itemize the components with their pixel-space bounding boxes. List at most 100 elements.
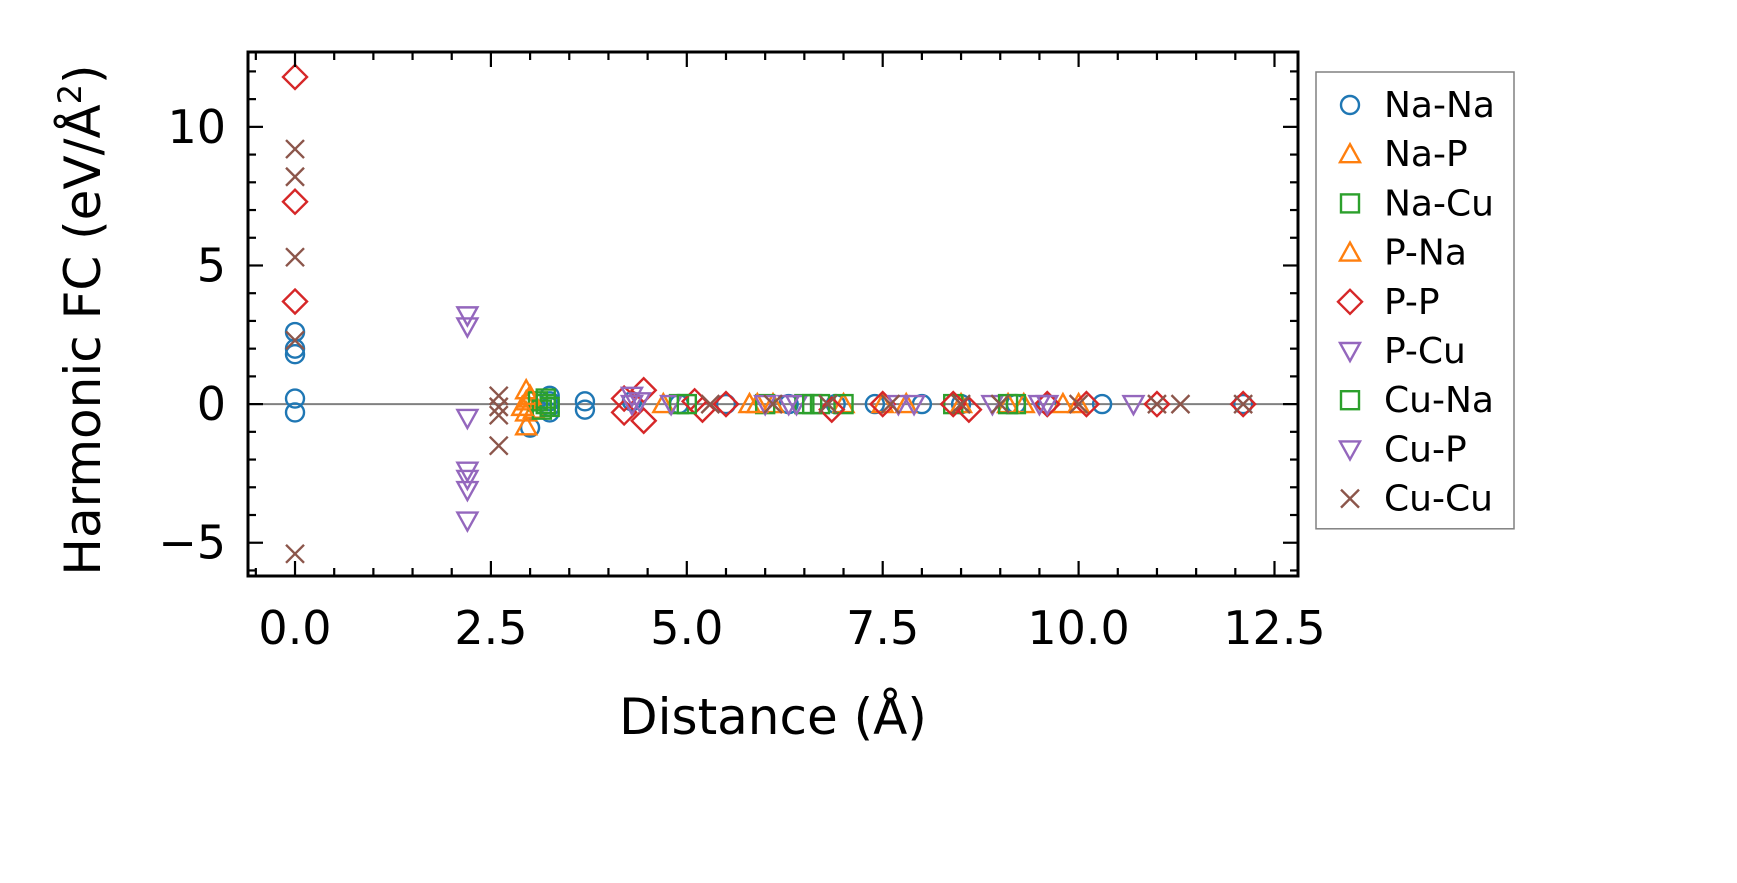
point-cu-p bbox=[776, 394, 801, 417]
point-cu-cu bbox=[1147, 394, 1167, 414]
data-markers bbox=[281, 63, 1257, 564]
series-p-p bbox=[281, 63, 1257, 435]
x-axis-label: Distance (Å) bbox=[619, 688, 927, 746]
point-na-cu bbox=[539, 396, 560, 418]
point-cu-cu bbox=[285, 543, 305, 564]
point-na-p bbox=[1066, 391, 1091, 414]
point-p-cu bbox=[659, 394, 684, 417]
legend-label-cu-p: Cu-P bbox=[1384, 429, 1467, 470]
point-p-p bbox=[281, 63, 309, 91]
y-tick-label: −5 bbox=[158, 516, 226, 570]
y-tick-label: 10 bbox=[167, 100, 226, 154]
legend-marker-cu-cu bbox=[1340, 488, 1360, 509]
y-axis-label-main: Harmonic FC (eV/Å bbox=[54, 104, 112, 575]
y-axis-label-superscript: 2 bbox=[51, 84, 89, 104]
point-cu-cu bbox=[285, 330, 305, 351]
y-axis-label-end: ) bbox=[54, 64, 112, 84]
point-p-p bbox=[818, 395, 846, 424]
point-p-p bbox=[610, 384, 638, 413]
point-cu-cu bbox=[1233, 394, 1253, 414]
series-cu-cu bbox=[285, 139, 1253, 564]
point-p-p bbox=[630, 407, 658, 435]
series-na-na bbox=[284, 321, 1254, 438]
legend-marker-p-cu bbox=[1337, 341, 1363, 364]
point-cu-cu bbox=[488, 405, 509, 426]
point-na-cu bbox=[833, 393, 854, 415]
point-na-na bbox=[284, 388, 306, 409]
point-p-p bbox=[688, 395, 717, 424]
point-na-na bbox=[284, 344, 306, 365]
x-tick-label: 2.5 bbox=[454, 601, 527, 655]
point-p-cu bbox=[455, 317, 480, 339]
legend-marker-cu-p bbox=[1337, 440, 1363, 462]
point-na-na bbox=[715, 393, 737, 415]
y-axis-label: Harmonic FC (eV/Å2) bbox=[51, 64, 112, 575]
point-cu-cu bbox=[700, 394, 721, 414]
point-na-na bbox=[1232, 393, 1254, 415]
point-cu-cu bbox=[1068, 394, 1089, 414]
plot-frame bbox=[246, 50, 1300, 578]
legend-label-cu-na: Cu-Na bbox=[1384, 380, 1494, 421]
legend-marker-p-p bbox=[1336, 288, 1364, 316]
point-na-p bbox=[651, 391, 676, 414]
legend-label-na-na: Na-Na bbox=[1384, 85, 1495, 126]
legend-marker-na-na bbox=[1339, 94, 1361, 116]
point-na-na bbox=[284, 402, 306, 423]
point-cu-cu bbox=[488, 397, 509, 417]
legend-label-p-na: P-Na bbox=[1384, 233, 1467, 274]
point-cu-cu bbox=[285, 166, 305, 187]
legend-label-na-cu: Na-Cu bbox=[1384, 183, 1494, 224]
point-p-p bbox=[1143, 390, 1171, 418]
point-cu-cu bbox=[880, 394, 901, 414]
point-p-cu bbox=[455, 469, 480, 492]
point-na-na bbox=[284, 321, 306, 343]
point-p-p bbox=[281, 188, 309, 216]
point-cu-na bbox=[801, 393, 823, 415]
point-cu-na bbox=[535, 393, 556, 415]
point-p-cu bbox=[902, 394, 927, 417]
point-na-na bbox=[574, 399, 596, 420]
x-tick-label: 7.5 bbox=[846, 601, 919, 655]
y-tick-label: 0 bbox=[197, 377, 226, 431]
point-p-p bbox=[939, 390, 967, 418]
point-cu-na bbox=[676, 393, 698, 415]
x-tick-label: 0.0 bbox=[258, 601, 331, 655]
point-p-na bbox=[745, 391, 770, 414]
point-p-na bbox=[510, 394, 535, 417]
point-na-na bbox=[574, 391, 596, 412]
point-p-p bbox=[712, 390, 740, 418]
point-p-cu bbox=[455, 511, 480, 534]
point-cu-p bbox=[1027, 394, 1052, 417]
point-cu-cu bbox=[285, 139, 305, 159]
legend-label-p-p: P-P bbox=[1384, 282, 1440, 323]
point-na-p bbox=[514, 413, 539, 436]
point-p-p bbox=[1229, 390, 1257, 418]
x-tick-label: 5.0 bbox=[650, 601, 723, 655]
point-na-na bbox=[1091, 393, 1113, 415]
point-cu-cu bbox=[763, 394, 783, 414]
point-p-p bbox=[610, 398, 638, 427]
point-cu-cu bbox=[488, 435, 509, 456]
legend-label-p-cu: P-Cu bbox=[1384, 331, 1466, 372]
legend-marker-na-cu bbox=[1339, 193, 1361, 214]
x-tick-label: 12.5 bbox=[1223, 601, 1325, 655]
point-p-p bbox=[281, 287, 309, 316]
y-tick-label: 5 bbox=[197, 238, 226, 292]
point-p-na bbox=[518, 383, 543, 405]
legend-marker-cu-na bbox=[1339, 390, 1361, 411]
point-p-cu bbox=[1121, 394, 1146, 417]
point-cu-cu bbox=[990, 394, 1011, 414]
axis-ticks bbox=[248, 52, 1298, 576]
point-p-cu bbox=[455, 408, 480, 431]
legend-label-na-p: Na-P bbox=[1384, 134, 1468, 175]
point-cu-cu bbox=[818, 394, 838, 414]
point-cu-cu bbox=[951, 394, 971, 414]
point-p-p bbox=[1072, 390, 1101, 418]
point-p-cu bbox=[455, 480, 480, 503]
point-p-cu bbox=[455, 306, 480, 328]
point-cu-p bbox=[627, 392, 652, 414]
legend-marker-na-p bbox=[1337, 141, 1363, 164]
legend: Na-Na Na-P Na-Cu P-Na P-P P-Cu Cu-Na Cu-P Cu-Cu bbox=[1315, 71, 1515, 530]
legend-label-cu-cu: Cu-Cu bbox=[1384, 479, 1493, 520]
